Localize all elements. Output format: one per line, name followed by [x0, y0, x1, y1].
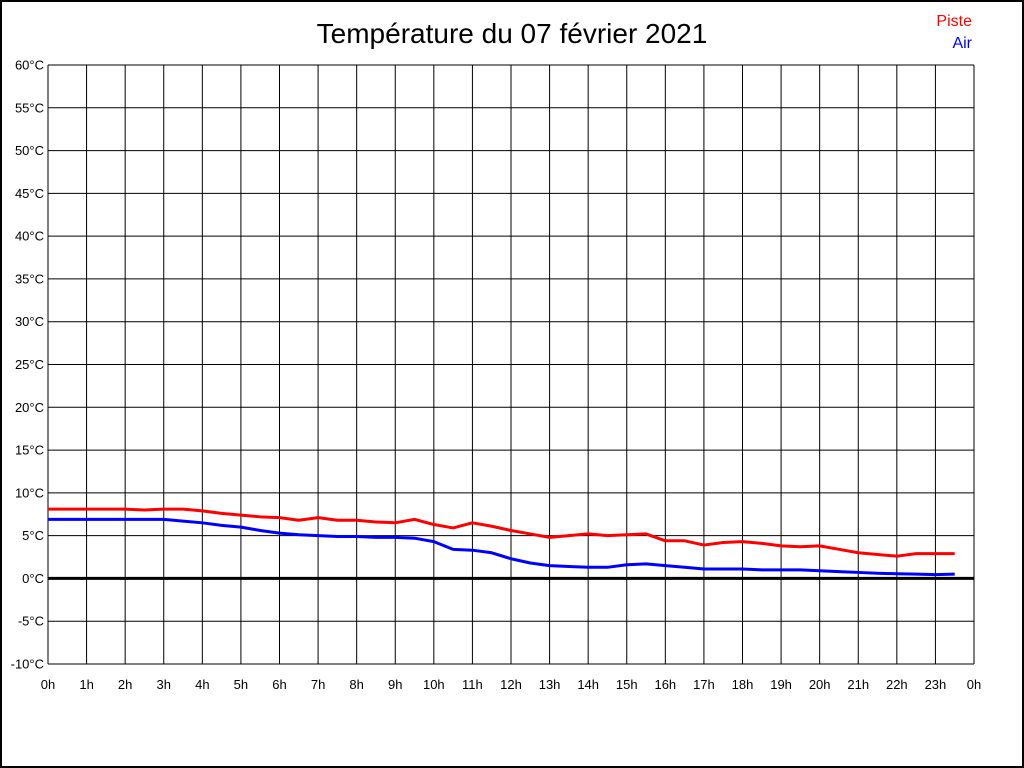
y-tick-label: 55°C: [15, 100, 44, 115]
x-tick-label: 2h: [118, 677, 132, 692]
x-tick-label: 1h: [79, 677, 93, 692]
y-tick-label: -10°C: [11, 657, 44, 672]
x-tick-label: 3h: [157, 677, 171, 692]
x-tick-label: 5h: [234, 677, 248, 692]
x-tick-label: 0h: [967, 677, 981, 692]
x-tick-label: 23h: [925, 677, 947, 692]
air-line: [48, 517, 955, 577]
y-tick-label: -5°C: [18, 614, 44, 629]
y-tick-label: 15°C: [15, 443, 44, 458]
y-tick-label: 35°C: [15, 271, 44, 286]
x-tick-label: 17h: [693, 677, 715, 692]
legend: Piste Air: [936, 11, 972, 55]
x-tick-label: 14h: [577, 677, 599, 692]
y-tick-label: 45°C: [15, 186, 44, 201]
x-tick-label: 0h: [41, 677, 55, 692]
x-tick-label: 13h: [539, 677, 561, 692]
y-tick-label: 10°C: [15, 485, 44, 500]
x-tick-label: 11h: [462, 677, 483, 692]
x-tick-label: 10h: [423, 677, 445, 692]
x-tick-label: 4h: [195, 677, 209, 692]
y-tick-label: 60°C: [15, 58, 44, 73]
x-tick-label: 21h: [847, 677, 869, 692]
x-tick-label: 9h: [388, 677, 402, 692]
x-tick-label: 20h: [809, 677, 831, 692]
y-tick-label: 20°C: [15, 400, 44, 415]
x-tick-label: 12h: [500, 677, 522, 692]
y-tick-label: 5°C: [22, 528, 44, 543]
y-tick-label: 50°C: [15, 143, 44, 158]
y-tick-label: 30°C: [15, 314, 44, 329]
piste-line: [48, 507, 955, 558]
y-tick-label: 0°C: [22, 571, 44, 586]
x-tick-label: 16h: [654, 677, 676, 692]
x-tick-label: 7h: [311, 677, 325, 692]
x-tick-label: 15h: [616, 677, 638, 692]
x-tick-label: 22h: [886, 677, 908, 692]
x-tick-label: 6h: [272, 677, 286, 692]
legend-air-label: Air: [952, 35, 972, 52]
y-tick-label: 25°C: [15, 357, 44, 372]
chart-title: Température du 07 février 2021: [316, 18, 708, 49]
x-tick-label: 8h: [349, 677, 363, 692]
x-tick-label: 18h: [732, 677, 754, 692]
y-tick-label: 40°C: [15, 229, 44, 244]
x-tick-label: 19h: [770, 677, 792, 692]
legend-piste-label: Piste: [936, 13, 972, 30]
